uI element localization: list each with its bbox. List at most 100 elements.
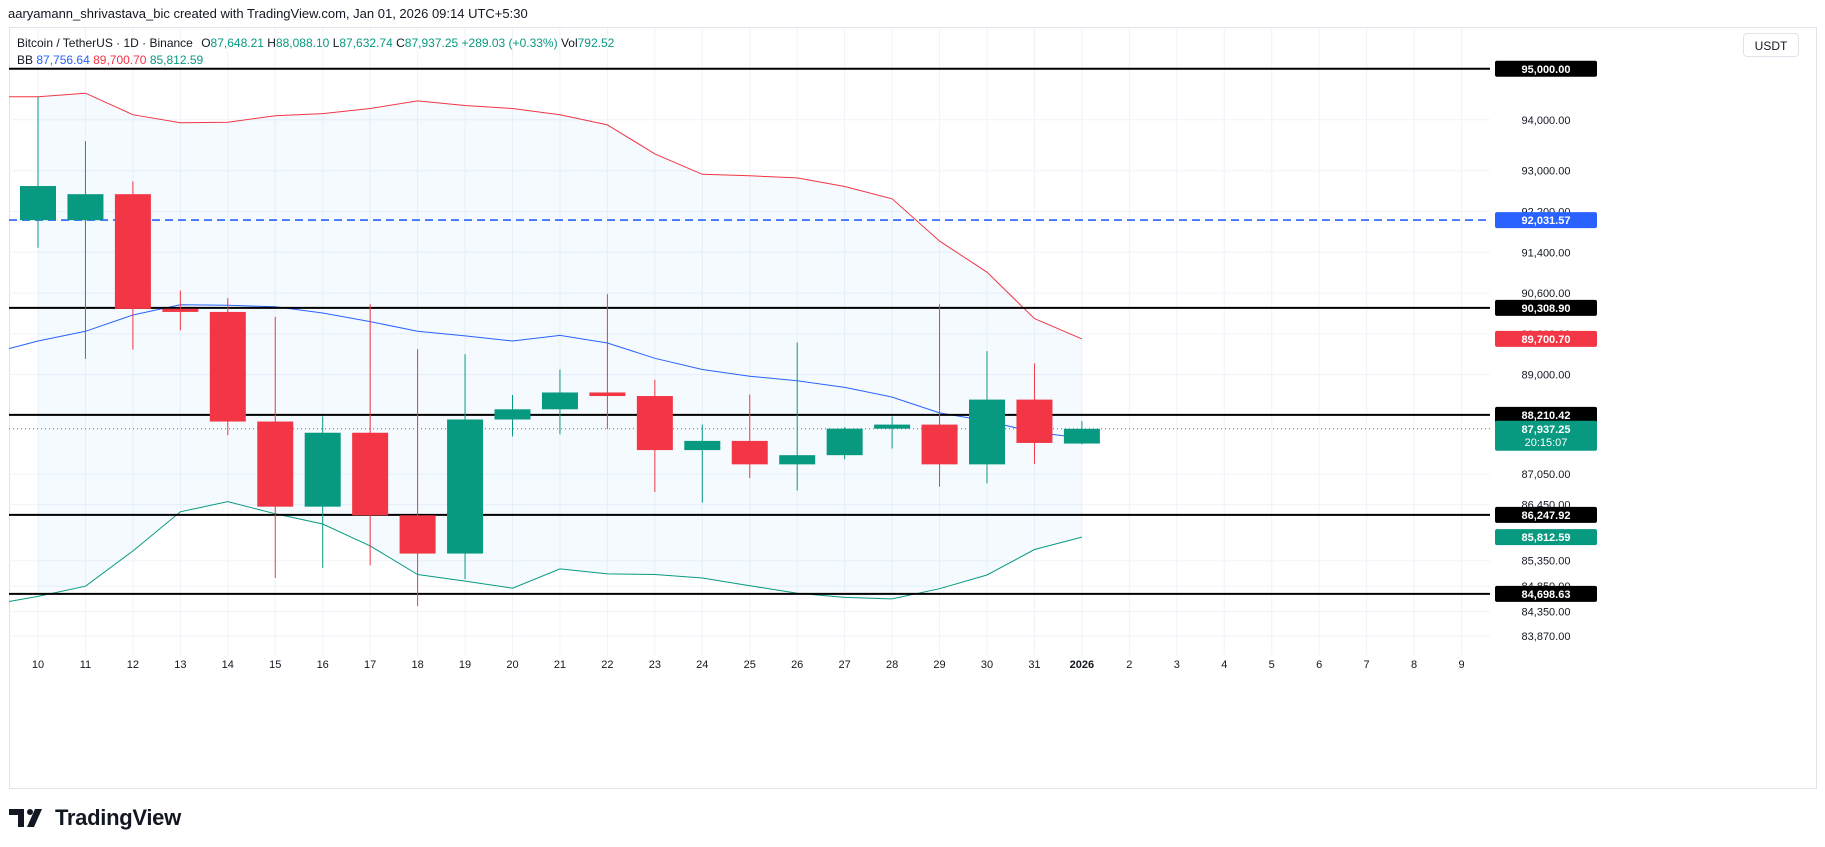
candle-body [352, 432, 389, 516]
last-price-badge-bg [1495, 420, 1597, 451]
level-badge-label: 86,247.92 [1522, 510, 1571, 522]
candle-body [589, 392, 626, 397]
bb-badge-label: 89,700.70 [1522, 334, 1571, 346]
symbol-title[interactable]: Bitcoin / TetherUS · 1D · Binance [17, 36, 193, 50]
bb-label[interactable]: BB [17, 53, 34, 67]
candle-body [636, 396, 673, 451]
x-tick-label: 14 [222, 659, 234, 671]
x-tick-label: 23 [649, 659, 661, 671]
level-badge-label: 84,698.63 [1522, 589, 1571, 601]
bollinger-band [8, 92, 1083, 602]
x-tick-label: 19 [459, 659, 471, 671]
high-label: H [267, 36, 276, 50]
bollinger-band-fill [38, 93, 1082, 599]
currency-button[interactable]: USDT [1743, 33, 1799, 57]
x-tick-label: 22 [601, 659, 613, 671]
legend: Bitcoin / TetherUS · 1D · Binance O87,64… [17, 35, 614, 69]
x-tick-label: 24 [696, 659, 708, 671]
candle-body [162, 308, 199, 312]
bb-badge-label: 85,812.59 [1522, 532, 1571, 544]
bb-badge-bg [1495, 330, 1597, 347]
bb-upper-value: 89,700.70 [93, 53, 147, 67]
close-label: C [396, 36, 405, 50]
bb-badge-bg [1495, 529, 1597, 546]
x-tick-label: 25 [744, 659, 756, 671]
volume-value: 792.52 [577, 36, 615, 50]
low-label: L [332, 36, 340, 50]
x-tick-label: 9 [1458, 659, 1464, 671]
candle-body [494, 409, 531, 420]
bb-lower-value: 85,812.59 [149, 53, 204, 67]
candle-body [541, 392, 578, 410]
open-value: 87,648.21 [210, 36, 264, 50]
chart-caption: aaryamann_shrivastava_bic created with T… [8, 6, 528, 21]
x-tick-label: 31 [1028, 659, 1040, 671]
candle-body [304, 432, 341, 507]
dashed-level-badge-label: 92,031.57 [1522, 215, 1571, 227]
candles [20, 96, 1100, 607]
level-badge-bg [1495, 60, 1597, 77]
bollinger-lower-line [8, 501, 1083, 602]
low-value: 87,632.74 [339, 36, 393, 50]
y-tick-label: 91,400.00 [1522, 247, 1571, 259]
x-tick-label: 3 [1174, 659, 1180, 671]
candle-body [969, 399, 1005, 465]
x-tick-label: 13 [174, 659, 186, 671]
y-tick-label: 84,350.00 [1522, 607, 1571, 619]
x-tick-label: 21 [554, 659, 566, 671]
y-tick-label: 87,050.00 [1522, 469, 1571, 481]
candle-body [1063, 428, 1100, 444]
countdown-label: 20:15:07 [1525, 437, 1568, 449]
bollinger-upper-line [9, 92, 1083, 340]
x-tick-label: 2026 [1070, 659, 1094, 671]
x-tick-label: 29 [933, 659, 945, 671]
candle-body [447, 419, 484, 554]
y-tick-label: 85,350.00 [1522, 556, 1571, 568]
x-tick-label: 15 [269, 659, 281, 671]
candle-body [67, 194, 104, 221]
level-badge-bg [1495, 506, 1597, 523]
legend-ohlc-row: Bitcoin / TetherUS · 1D · Binance O87,64… [17, 35, 614, 52]
last-price-label: 87,937.25 [1522, 424, 1571, 436]
level-badge-bg [1495, 585, 1597, 602]
bollinger-basis-line [8, 304, 1082, 439]
level-badge-bg [1495, 299, 1597, 316]
x-tick-label: 6 [1316, 659, 1322, 671]
candle-body [209, 311, 246, 422]
candle-body [684, 440, 721, 451]
candle-body [874, 424, 911, 429]
x-tick-label: 30 [981, 659, 993, 671]
candle-body [779, 455, 816, 465]
close-value: 87,937.25 [404, 36, 459, 50]
x-tick-label: 8 [1411, 659, 1417, 671]
y-tick-label: 90,600.00 [1522, 288, 1571, 300]
x-tick-label: 2 [1126, 659, 1132, 671]
candle-body [921, 424, 958, 465]
candle-body [257, 421, 294, 507]
high-value: 88,088.10 [275, 36, 330, 50]
candle-body [114, 194, 151, 309]
x-tick-label: 11 [80, 659, 91, 671]
open-label: O [201, 36, 211, 50]
bb-basis-value: 87,756.64 [36, 53, 90, 67]
x-tick-label: 16 [317, 659, 329, 671]
candle-body [826, 428, 863, 456]
level-badge-bg [1495, 406, 1597, 423]
candle-body [1016, 399, 1053, 443]
x-tick-label: 4 [1221, 659, 1227, 671]
x-tick-label: 12 [127, 659, 139, 671]
x-tick-label: 18 [411, 659, 423, 671]
x-tick-label: 27 [839, 659, 851, 671]
change-value: +289.03 (+0.33%) [461, 36, 558, 50]
y-tick-label: 94,000.00 [1522, 115, 1571, 127]
price-badges: 95,000.00 90,308.90 88,210.42 86,247.92 84,6… [1495, 60, 1597, 602]
volume-label: Vol [560, 36, 578, 50]
x-tick-label: 17 [364, 659, 376, 671]
brand[interactable]: TradingView [9, 803, 181, 833]
candle-body [731, 440, 768, 465]
x-tick-label: 7 [1364, 659, 1370, 671]
level-badge-label: 90,308.90 [1522, 303, 1571, 315]
x-tick-label: 10 [32, 659, 44, 671]
level-badge-label: 88,210.42 [1522, 410, 1571, 422]
